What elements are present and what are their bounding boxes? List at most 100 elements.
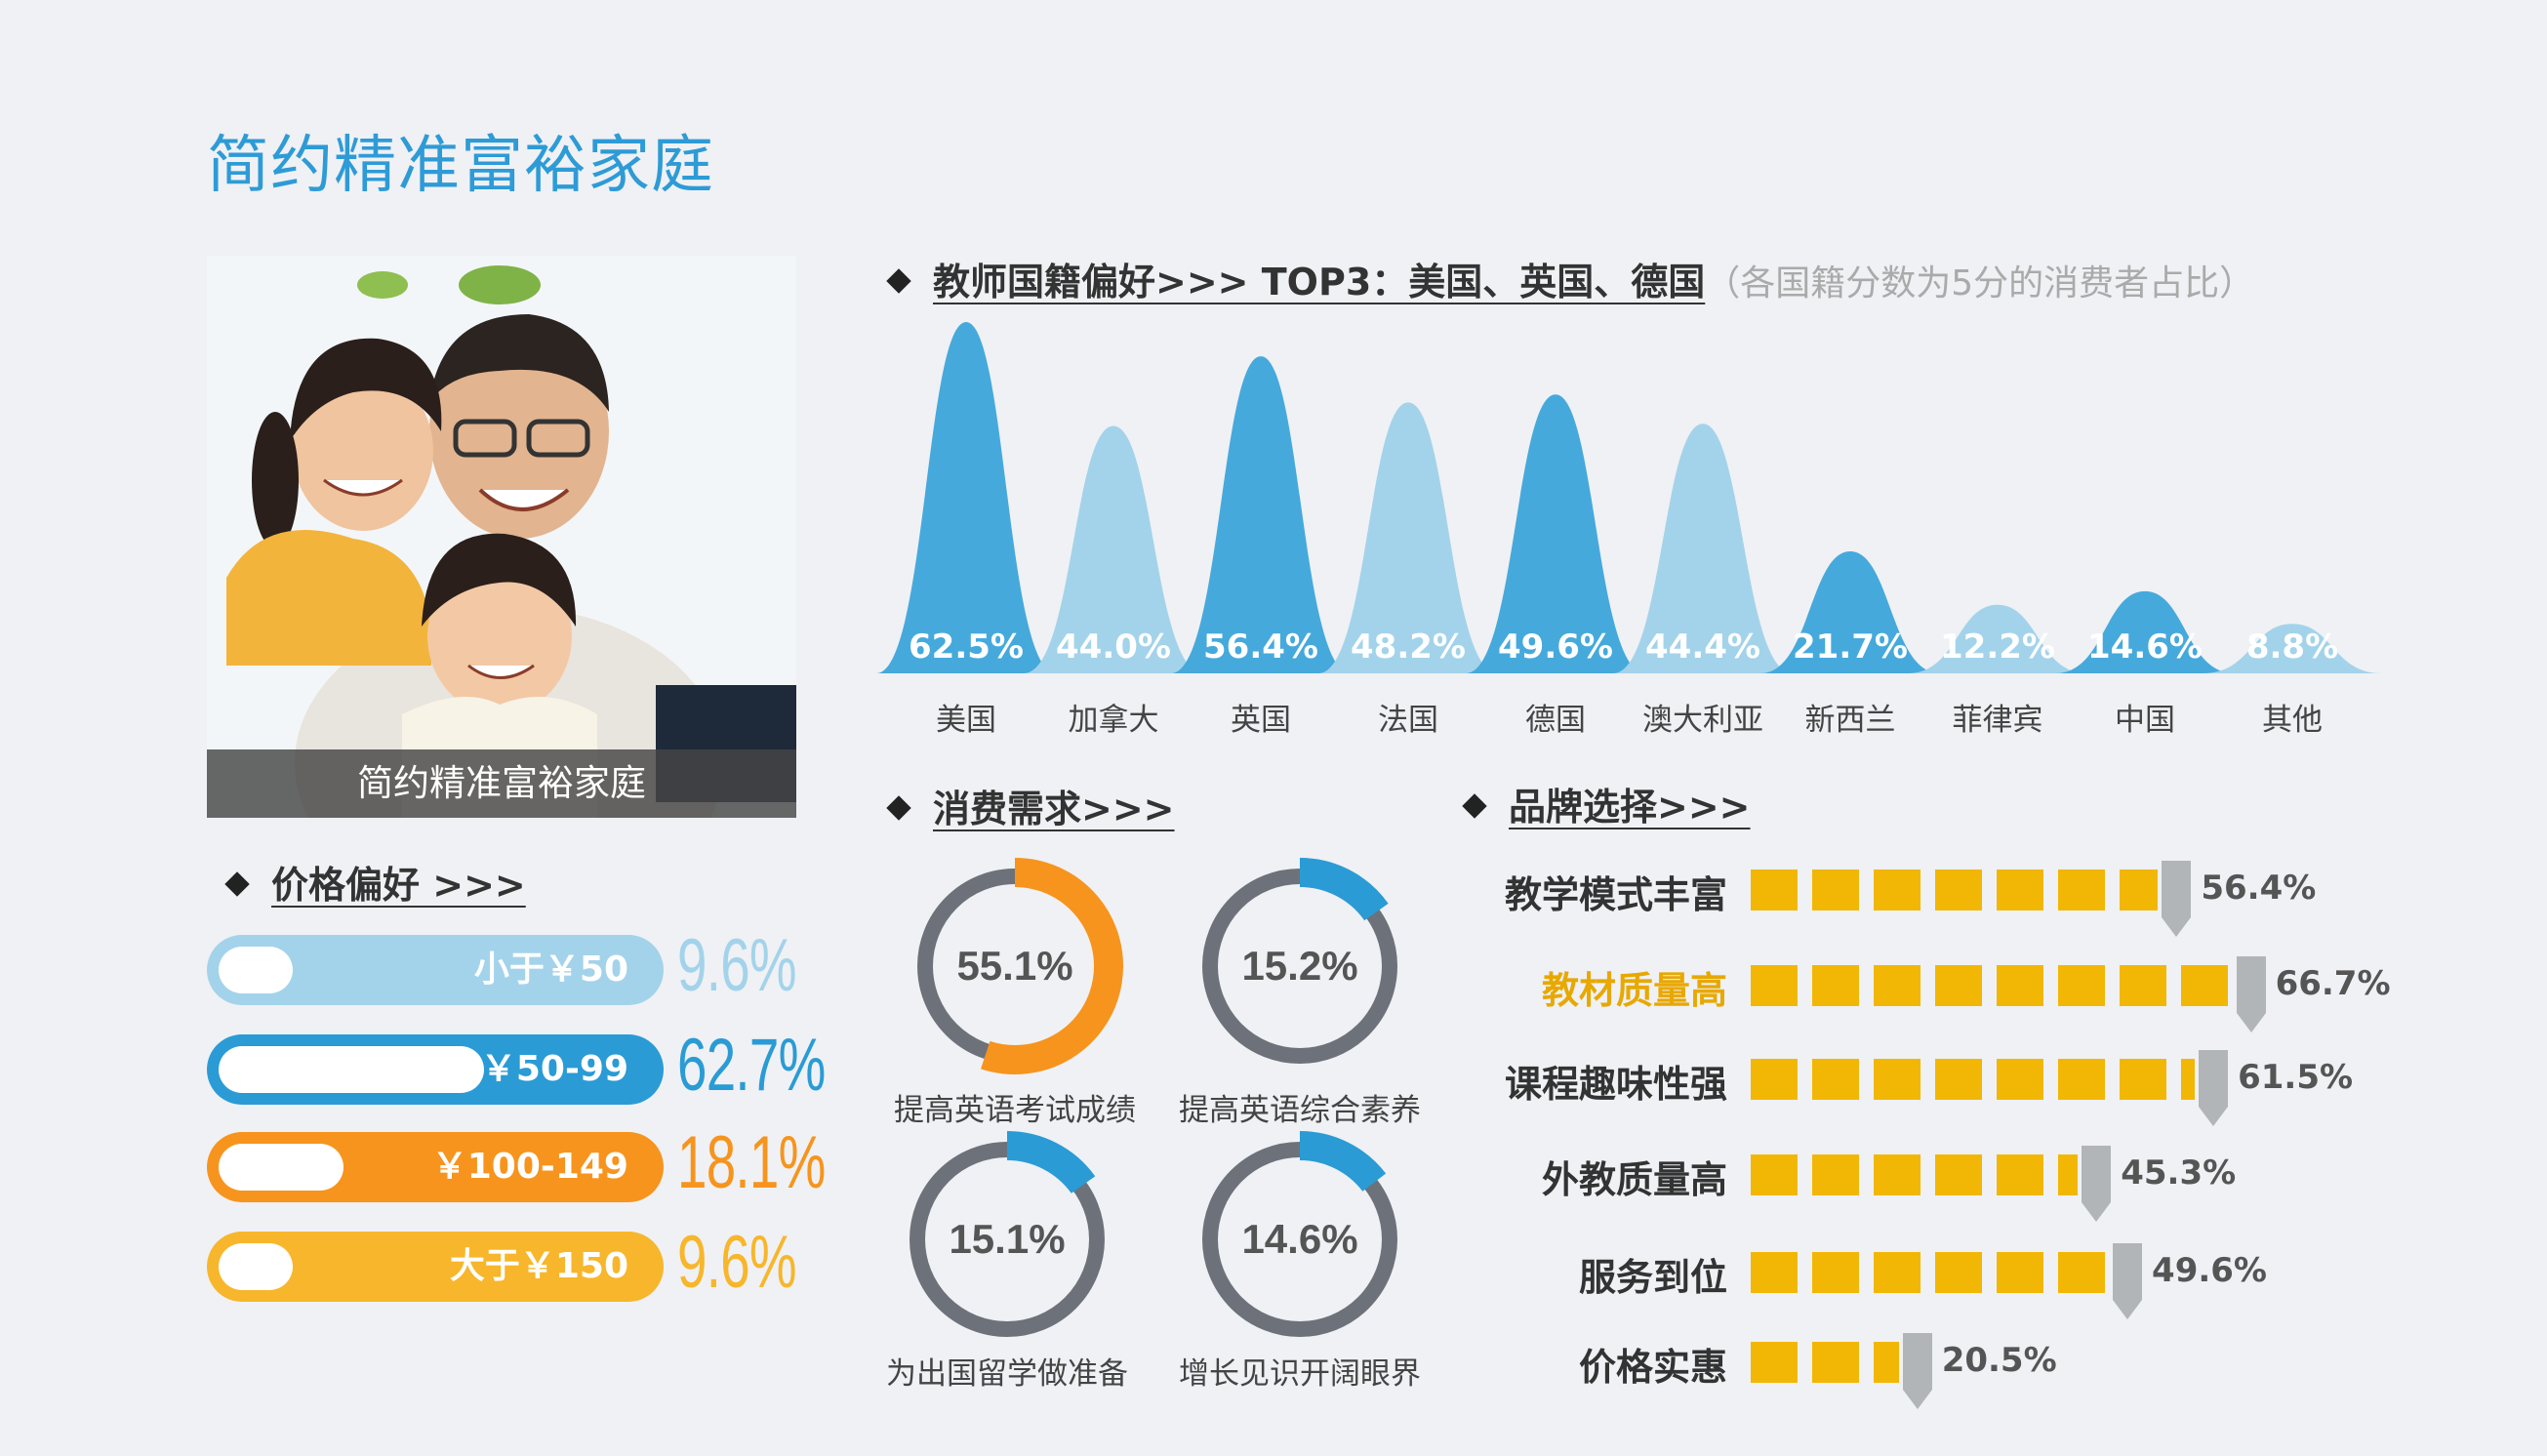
nationality-category-label: 法国	[1378, 703, 1438, 738]
brand-bar-segment	[1874, 870, 1920, 910]
brand-bar-segment	[1997, 1154, 2043, 1195]
price-bar: ￥50-99	[207, 1034, 664, 1105]
nationality-value-label: 44.4%	[1645, 627, 1760, 667]
brand-bar-segment	[1812, 870, 1859, 910]
donut-value-label: 55.1%	[956, 943, 1072, 989]
price-bar-fill	[219, 947, 293, 993]
brand-bar-segment	[1751, 1154, 1798, 1195]
nationality-category-label: 中国	[2115, 703, 2175, 738]
donut-segment	[1006, 1131, 1096, 1194]
demand-heading: 消费需求>>>	[886, 779, 1175, 832]
brand-marker-icon	[2113, 1243, 2143, 1319]
family-illustration	[207, 256, 796, 818]
donut-value-label: 15.2%	[1241, 943, 1357, 989]
price-bar-value: 62.7%	[677, 1024, 826, 1107]
donut-category-label: 提高英语综合素养	[1179, 1093, 1421, 1128]
nationality-category-label: 其他	[2262, 703, 2323, 738]
nationality-value-label: 49.6%	[1498, 627, 1613, 667]
brand-category-label: 服务到位	[1578, 1256, 1727, 1299]
brand-bar-segment	[1874, 1342, 1899, 1383]
donut-segment	[1299, 858, 1389, 921]
nationality-value-label: 56.4%	[1203, 627, 1318, 667]
price-bar-value: 18.1%	[677, 1121, 826, 1204]
nationality-value-label: 44.0%	[1056, 627, 1171, 667]
brand-bar-segment	[2058, 1059, 2105, 1100]
price-bar-fill	[219, 1243, 293, 1290]
donut-category-label: 为出国留学做准备	[886, 1356, 1128, 1392]
nationality-category-label: 加拿大	[1069, 703, 1159, 738]
brand-heading-text: 品牌选择>>>	[1509, 786, 1751, 829]
price-bar: ￥100-149	[207, 1132, 664, 1202]
price-bar: 小于￥50	[207, 935, 664, 1005]
brand-bar-segment	[1812, 1252, 1859, 1293]
nationality-value-label: 12.2%	[1940, 627, 2055, 667]
nationality-peak	[1760, 551, 1940, 673]
diamond-bullet-icon	[224, 870, 250, 897]
nationality-category-label: 英国	[1231, 703, 1291, 738]
brand-bar-segment	[2120, 965, 2166, 1006]
brand-bar-segment	[1997, 1252, 2043, 1293]
brand-bar-segment	[1812, 1342, 1859, 1383]
nationality-peak	[1613, 424, 1793, 673]
brand-bar-segment	[1935, 1154, 1982, 1195]
price-heading: 价格偏好 >>>	[224, 855, 526, 909]
brand-bar-segment	[2181, 1059, 2196, 1100]
price-bar-value: 9.6%	[677, 1221, 797, 1304]
brand-marker-icon	[1902, 1333, 1932, 1409]
brand-bar-segment	[2058, 870, 2105, 910]
nationality-peak	[1171, 356, 1351, 673]
nationality-value-label: 8.8%	[2246, 627, 2338, 667]
brand-bar-segment	[2120, 1059, 2166, 1100]
brand-bar-segment	[1812, 1059, 1859, 1100]
price-bar: 大于￥150	[207, 1232, 664, 1302]
nationality-peak	[2055, 590, 2235, 673]
price-bar-label: 小于￥50	[473, 950, 628, 990]
nationality-peak	[2203, 624, 2382, 673]
brand-bar-segment	[1812, 1154, 1859, 1195]
price-bar-fill	[219, 1144, 344, 1191]
brand-category-label: 教学模式丰富	[1504, 873, 1727, 916]
brand-category-label: 外教质量高	[1541, 1158, 1727, 1201]
price-bar-fill	[219, 1046, 484, 1093]
demand-donut: 15.2%	[1202, 858, 1397, 1064]
nationality-value-label: 21.7%	[1793, 627, 1908, 667]
brand-marker-icon	[2082, 1146, 2112, 1222]
brand-value-label: 61.5%	[2238, 1058, 2354, 1097]
brand-bar-segment	[1997, 1059, 2043, 1100]
brand-bar-segment	[1874, 1252, 1920, 1293]
nationality-category-label: 德国	[1525, 703, 1586, 738]
brand-category-label: 价格实惠	[1578, 1346, 1727, 1389]
demand-heading-text: 消费需求>>>	[933, 788, 1175, 830]
brand-bar-segment	[1935, 1252, 1982, 1293]
nationality-peak	[1024, 425, 1203, 673]
brand-bar-segment	[1997, 965, 2043, 1006]
brand-bar-segment	[1812, 965, 1859, 1006]
nationality-category-label: 澳大利亚	[1642, 703, 1763, 738]
price-bar-value: 9.6%	[677, 924, 797, 1007]
nationality-chart: 62.5% 美国 44.0% 加拿大 56.4% 英国 48.2% 法国 49.6% 德国 44.4…	[876, 322, 2382, 738]
brand-bar-segment	[1935, 1059, 1982, 1100]
nationality-peak	[1466, 394, 1645, 673]
brand-marker-icon	[2162, 861, 2192, 937]
brand-value-label: 49.6%	[2152, 1251, 2267, 1290]
price-bar-label: ￥100-149	[431, 1147, 628, 1187]
photo-caption: 简约精准富裕家庭	[207, 749, 796, 818]
demand-donut: 14.6%	[1202, 1131, 1397, 1337]
price-heading-text: 价格偏好 >>>	[271, 864, 526, 907]
brand-marker-icon	[2236, 956, 2266, 1032]
brand-bar-segment	[1874, 965, 1920, 1006]
nationality-category-label: 菲律宾	[1953, 703, 2043, 738]
brand-bar-segment	[1751, 1342, 1798, 1383]
diamond-bullet-icon	[886, 794, 911, 821]
donut-segment	[981, 858, 1123, 1074]
brand-bar-segment	[2058, 1252, 2105, 1293]
brand-bar-segment	[2058, 1154, 2079, 1195]
brand-value-label: 20.5%	[1941, 1341, 2057, 1380]
demand-donut: 55.1%	[917, 858, 1123, 1074]
nationality-note: （各国籍分数为5分的消费者占比）	[1705, 263, 2255, 303]
nationality-peak	[1318, 402, 1498, 673]
brand-bar-segment	[1874, 1154, 1920, 1195]
donut-category-label: 提高英语考试成绩	[894, 1093, 1136, 1128]
nationality-value-label: 62.5%	[909, 627, 1024, 667]
nationality-category-label: 美国	[936, 703, 996, 738]
